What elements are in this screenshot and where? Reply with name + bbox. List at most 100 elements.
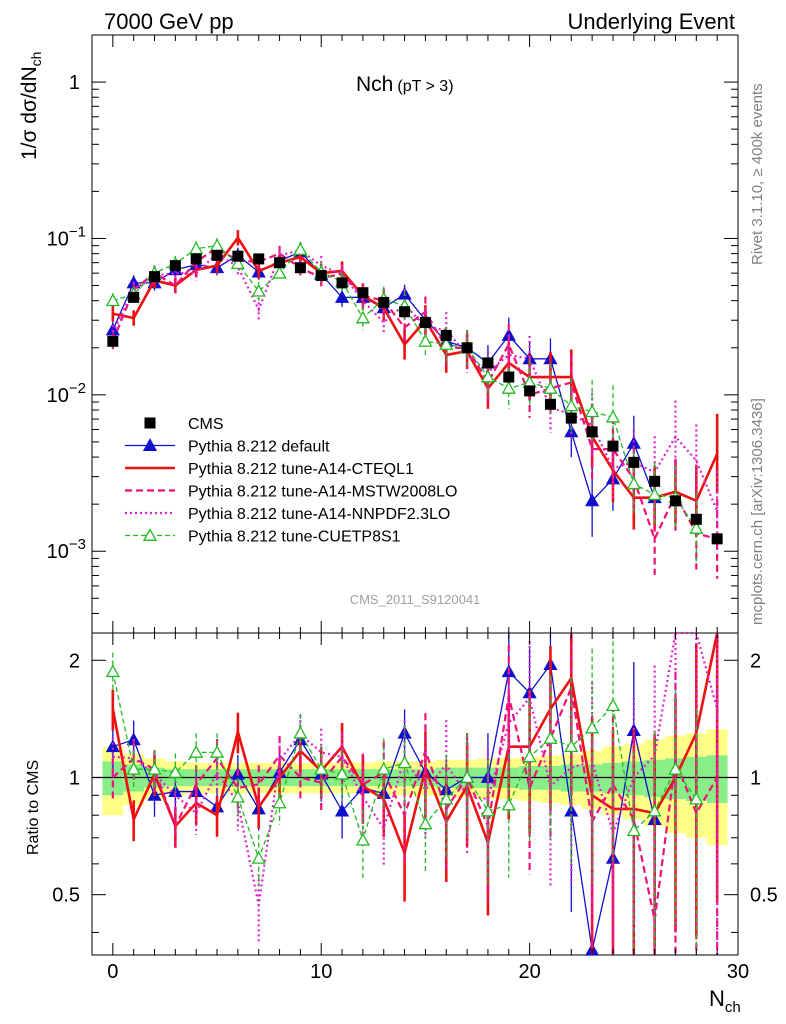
series-5-ratio-point: [397, 755, 412, 769]
cms-data-point: [461, 342, 473, 354]
series-5-point: [501, 381, 516, 394]
series-5-ratio-point: [189, 745, 204, 758]
x-axis-label-text: N: [709, 986, 725, 1011]
series-5-point: [209, 238, 225, 252]
series-5-ratio-point: [522, 749, 537, 763]
y-tick-label-main: 10−2: [47, 380, 86, 407]
series-5-ratio-point: [564, 739, 579, 753]
ratio-panel-frame: [91, 632, 739, 956]
cms-data-point: [586, 426, 598, 438]
series-5-ratio-point: [459, 770, 475, 783]
series-5-ratio-point: [314, 761, 329, 775]
cms-data-point: [357, 287, 369, 299]
series-5-ratio-point: [355, 832, 371, 846]
series-5-point: [626, 476, 641, 490]
x-axis-label-sub: ch: [725, 999, 741, 1016]
cms-data-point: [315, 269, 327, 281]
series-5-ratio-point: [334, 766, 350, 780]
series-5-ratio-point: [626, 823, 641, 837]
series-5-ratio-point: [272, 795, 287, 809]
legend-entry-1-marker: [144, 417, 156, 429]
cms-data-point: [565, 412, 577, 424]
y-tick-label-ratio: 2: [69, 650, 80, 672]
legend-entry-2-label: Pythia 8.212 default: [188, 439, 330, 456]
cms-data-point: [524, 385, 536, 397]
rivet-label: Rivet 3.1.10, ≥ 400k events: [749, 83, 766, 265]
series-5-point: [272, 265, 287, 279]
cms-data-point: [294, 262, 306, 274]
series-5-point: [585, 404, 600, 418]
cms-data-point: [274, 257, 286, 269]
plot-title-sub: (pT > 3): [397, 78, 453, 95]
series-5-ratio-point: [543, 731, 558, 744]
series-5-ratio-point: [501, 797, 516, 811]
main-series: [105, 230, 719, 579]
header-right: Underlying Event: [567, 9, 735, 34]
series-5-ratio-point: [689, 791, 704, 805]
series-5-ratio-point: [126, 761, 141, 775]
series-1-ratio-point: [334, 803, 350, 817]
cms-data-point: [482, 357, 494, 369]
y-tick-label-main: 10−3: [47, 536, 86, 563]
y-tick-label-main: 10−1: [47, 223, 86, 250]
cms-data-point: [669, 495, 681, 507]
y-tick-label-ratio-right: 2: [750, 650, 761, 672]
series-5-ratio-point: [647, 803, 662, 817]
series-5-ratio-point: [418, 816, 433, 830]
series-4-line: [111, 249, 719, 512]
x-tick-label: 20: [518, 961, 540, 983]
cms-data-point: [232, 250, 244, 262]
y-tick-label-base: 10: [47, 385, 69, 407]
y-tick-label-ratio-right: 0.5: [750, 885, 778, 907]
cms-data-point: [649, 475, 661, 487]
legend: CMS Pythia 8.212 default Pythia 8.212 tune…: [125, 416, 457, 546]
cms-data-point: [690, 513, 702, 525]
series-5-ratio-point: [376, 761, 391, 775]
y-tick-label-ratio: 1: [69, 767, 80, 789]
y-axis-label-main-sub: ch: [28, 52, 44, 67]
series-1-point: [334, 290, 350, 303]
series-2-ratio-line: [111, 632, 719, 858]
cms-data-point: [544, 398, 556, 410]
plot-title: Nch (pT > 3): [356, 73, 454, 96]
cms-data-point: [503, 371, 515, 383]
series-5-point: [105, 293, 120, 307]
legend-entry-1-label: CMS: [188, 416, 224, 433]
cms-data-point: [336, 277, 348, 289]
x-tick-label: 30: [727, 961, 749, 983]
cms-data-point: [211, 249, 223, 261]
x-tick-label: 10: [310, 961, 332, 983]
header-left: 7000 GeV pp: [104, 9, 234, 34]
series-5-ratio-point: [105, 664, 120, 678]
x-tick-label: 0: [107, 961, 118, 983]
series-2-line: [112, 235, 719, 503]
y-tick-label-base: 10: [47, 228, 69, 250]
series-5-ratio-point: [439, 791, 454, 805]
series-5-point: [230, 256, 245, 270]
cms-data-point: [190, 253, 202, 265]
main-data-points: [107, 249, 723, 545]
y-tick-label-exp: −1: [69, 223, 86, 240]
cms-data-point: [149, 271, 161, 283]
series-5-point: [251, 283, 266, 297]
series-3-ratio-line: [112, 683, 719, 921]
series-5-ratio-point: [585, 720, 600, 734]
series-5-ratio-point: [668, 761, 683, 775]
series-5-point: [564, 398, 579, 412]
y-tick-label-exp: −3: [69, 536, 86, 553]
series-5-point: [355, 310, 371, 324]
series-5-point: [689, 521, 704, 534]
cms-data-point: [107, 335, 119, 347]
series-5-ratio-point: [293, 725, 308, 739]
cms-data-point: [607, 440, 619, 452]
series-5-ratio-point: [605, 698, 621, 712]
cms-data-point: [253, 253, 265, 265]
series-5-point: [293, 242, 308, 255]
cms-data-point: [440, 329, 452, 341]
series-1-ratio-point: [105, 739, 120, 753]
series-5-point: [418, 333, 433, 347]
legend-entry-6-label: Pythia 8.212 tune-CUETP8S1: [188, 529, 401, 546]
legend-entry-3-label: Pythia 8.212 tune-A14-CTEQL1: [188, 461, 414, 478]
series-5-point: [647, 487, 662, 501]
